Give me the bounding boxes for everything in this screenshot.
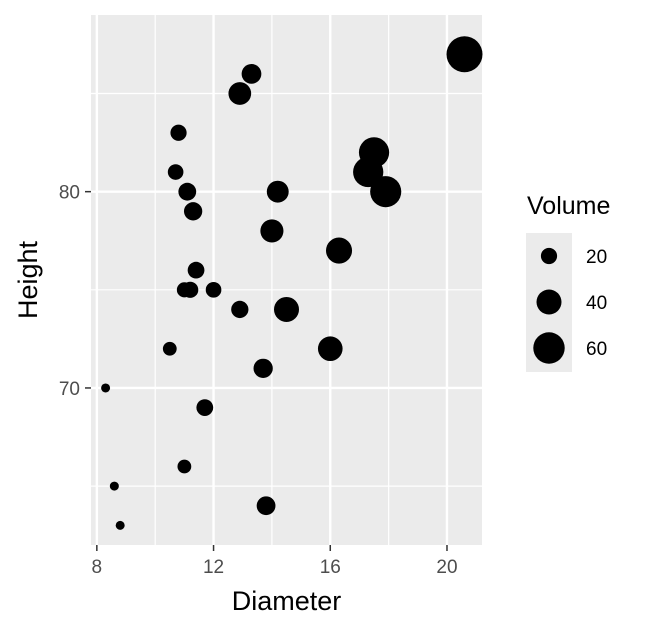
data-point bbox=[182, 281, 199, 298]
data-point bbox=[177, 459, 192, 474]
data-point bbox=[187, 261, 205, 279]
legend: Volume 20 40 60 bbox=[526, 192, 610, 372]
data-point bbox=[162, 341, 177, 356]
legend-label: 40 bbox=[586, 293, 607, 314]
data-point bbox=[273, 296, 300, 322]
data-point bbox=[325, 237, 353, 264]
x-axis-title: Diameter bbox=[232, 586, 342, 616]
data-point bbox=[228, 82, 252, 105]
legend-key-point bbox=[533, 332, 565, 364]
y-tick-label: 70 bbox=[59, 379, 80, 400]
data-point bbox=[178, 182, 197, 201]
legend-title: Volume bbox=[527, 192, 610, 220]
x-tick-label: 12 bbox=[203, 557, 224, 578]
data-point bbox=[266, 180, 289, 203]
legend-key-point bbox=[540, 247, 558, 265]
data-point bbox=[370, 176, 402, 208]
data-point bbox=[317, 336, 343, 362]
data-point bbox=[196, 399, 214, 416]
legend-label: 20 bbox=[586, 247, 607, 268]
data-point bbox=[231, 300, 249, 319]
data-points bbox=[101, 36, 483, 530]
data-point bbox=[260, 219, 284, 243]
data-point bbox=[241, 64, 262, 84]
x-tick-label: 8 bbox=[92, 557, 103, 578]
data-point bbox=[167, 164, 184, 180]
x-tick-label: 16 bbox=[320, 557, 341, 578]
axes: 8 12 16 20 70 80 bbox=[59, 183, 458, 578]
data-point bbox=[170, 124, 187, 141]
data-point bbox=[109, 481, 119, 491]
plot-panel bbox=[91, 15, 482, 545]
grid-lines bbox=[91, 15, 482, 545]
x-tick-label: 20 bbox=[436, 557, 457, 578]
data-point bbox=[253, 358, 273, 378]
y-tick-label: 80 bbox=[59, 183, 80, 204]
data-point bbox=[205, 282, 222, 298]
data-point bbox=[101, 383, 111, 393]
legend-label: 60 bbox=[586, 339, 607, 360]
data-point bbox=[256, 496, 276, 516]
data-point bbox=[115, 520, 125, 530]
legend-items: 20 40 60 bbox=[533, 247, 607, 364]
data-point bbox=[183, 202, 203, 221]
data-point bbox=[358, 137, 390, 168]
y-axis-title: Height bbox=[13, 240, 43, 319]
data-point bbox=[446, 36, 483, 73]
legend-key-point bbox=[536, 289, 562, 315]
